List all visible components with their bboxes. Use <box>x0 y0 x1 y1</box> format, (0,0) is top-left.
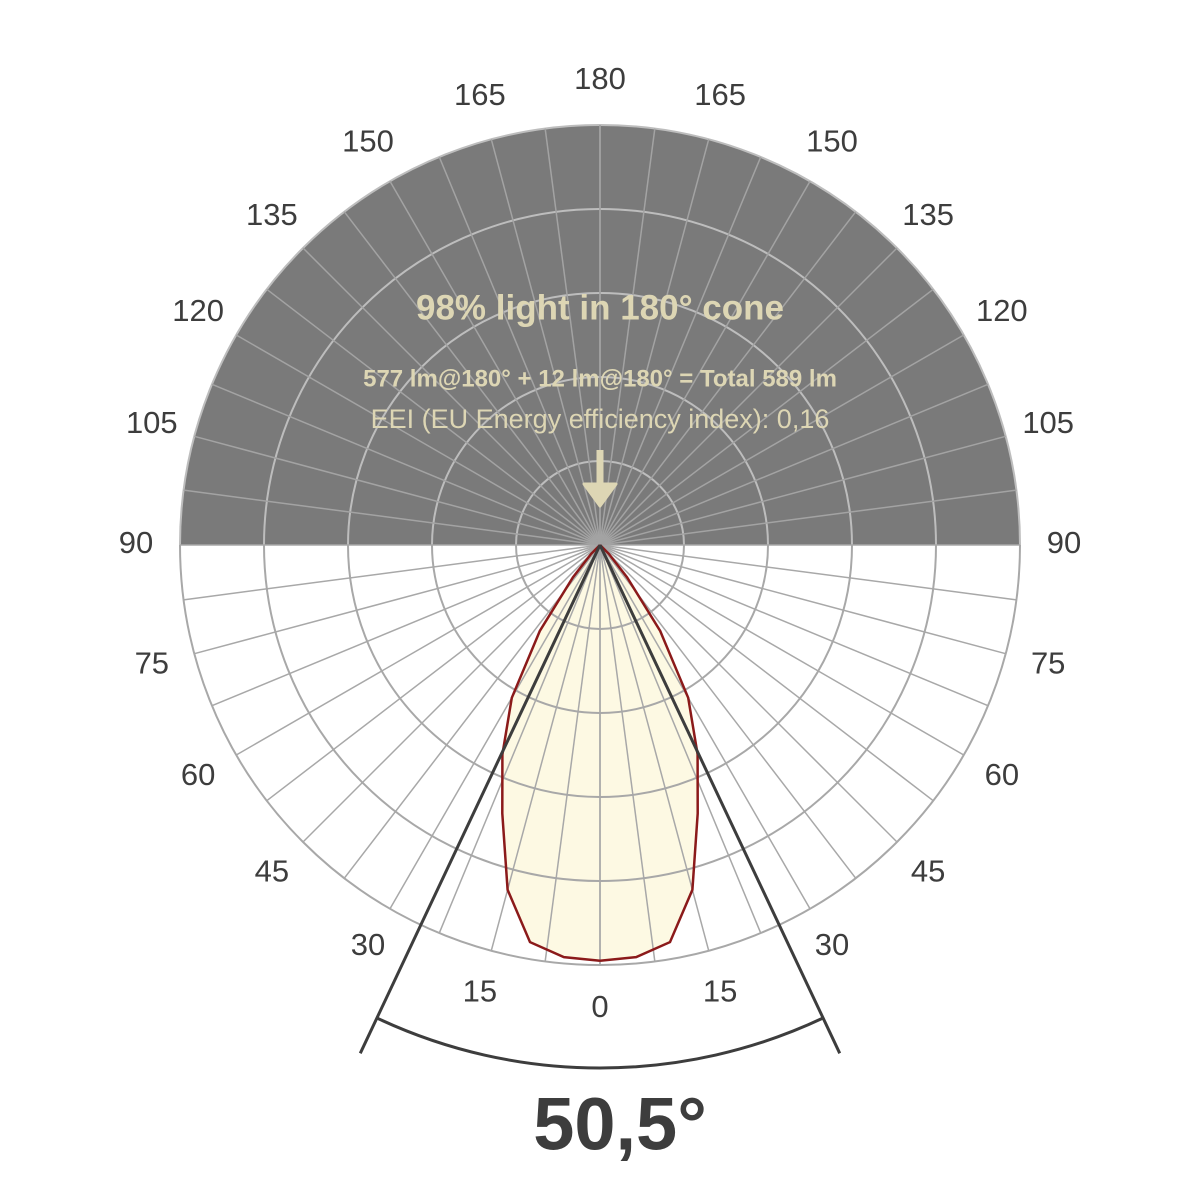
grid-spoke <box>438 156 601 546</box>
grid-spoke <box>389 544 601 910</box>
grid-spoke <box>343 211 601 546</box>
grid-spoke <box>599 288 934 546</box>
angle-tick-label: 105 <box>126 405 178 440</box>
grid-spoke <box>544 128 601 546</box>
angle-tick-label: 15 <box>463 973 497 1008</box>
arrow-head <box>582 482 618 508</box>
angle-tick-label: 90 <box>1047 525 1081 560</box>
grid-spoke <box>302 247 601 546</box>
grid-spoke <box>389 180 601 546</box>
angle-tick-label: 105 <box>1022 405 1074 440</box>
grid-spoke <box>183 489 601 546</box>
angle-tick-label: 120 <box>976 293 1028 328</box>
grid-spoke <box>266 544 601 802</box>
grid-spoke <box>599 139 710 546</box>
arrow <box>582 450 618 508</box>
angle-tick-label: 165 <box>694 77 746 112</box>
grid-spoke <box>599 383 989 546</box>
grid-spoke <box>599 435 1006 546</box>
grid-spoke <box>235 334 601 546</box>
grid-spoke <box>194 544 601 655</box>
angle-tick-label: 0 <box>591 989 608 1024</box>
angle-tick-label: 165 <box>454 77 506 112</box>
grid-spoke <box>599 544 965 756</box>
grid-spoke <box>599 544 762 934</box>
grid-spoke <box>438 544 601 934</box>
angle-tick-label: 30 <box>815 927 849 962</box>
grid-spoke <box>599 211 857 546</box>
angle-tick-label: 150 <box>342 123 394 158</box>
angle-tick-label: 45 <box>911 853 945 888</box>
lobe-fill <box>502 545 600 961</box>
angle-tick-label: 15 <box>703 973 737 1008</box>
plot <box>179 124 1021 966</box>
beam-arc <box>376 1016 824 1070</box>
angle-tick-label: 60 <box>985 757 1019 792</box>
angle-tick-label: 135 <box>246 197 298 232</box>
note: EEI (EU Energy efficiency index): 0,16 <box>371 404 830 434</box>
grid-spoke <box>599 544 656 962</box>
grid-spoke <box>211 544 601 707</box>
grid-spoke <box>599 156 762 546</box>
grid-spoke <box>266 288 601 546</box>
angle-tick-label: 30 <box>351 927 385 962</box>
grid-spoke <box>235 544 601 756</box>
grid-spoke <box>599 544 898 843</box>
grid-spoke <box>599 489 1017 546</box>
grid-spoke <box>490 139 601 546</box>
grid-spoke <box>211 383 601 546</box>
lobe-fill <box>600 545 698 961</box>
beam-angle-label: 50,5° <box>533 1083 707 1166</box>
grid-spoke <box>490 544 601 951</box>
angle-tick-label: 60 <box>181 757 215 792</box>
grid-spoke <box>599 334 965 546</box>
subtitle: 577 lm@180° + 12 lm@180° = Total 589 lm <box>363 365 837 392</box>
grid-spoke <box>544 544 601 962</box>
grid-spoke <box>599 247 898 546</box>
angle-tick-label: 75 <box>1031 645 1065 680</box>
beam-line <box>598 544 842 1054</box>
grid-spoke <box>599 544 934 802</box>
grid-spoke <box>599 128 656 546</box>
chart-title: 98% light in 180° cone <box>416 288 784 327</box>
grid-spoke <box>599 180 811 546</box>
grid-spoke <box>302 544 601 843</box>
angle-tick-label: 75 <box>135 645 169 680</box>
angle-tick-label: 90 <box>119 525 153 560</box>
grid-spoke <box>599 544 1017 601</box>
grid-spoke <box>194 435 601 546</box>
angle-tick-label: 120 <box>172 293 224 328</box>
beam-line <box>358 544 602 1054</box>
angle-tick-label: 180 <box>574 61 626 96</box>
angle-tick-label: 45 <box>255 853 289 888</box>
grid-spoke <box>183 544 601 601</box>
grid-spoke <box>599 544 710 951</box>
grid-spoke <box>599 544 989 707</box>
grid-spoke <box>599 544 811 910</box>
angle-tick-label: 150 <box>806 123 858 158</box>
grid-spoke <box>599 544 1006 655</box>
angle-tick-label: 135 <box>902 197 954 232</box>
